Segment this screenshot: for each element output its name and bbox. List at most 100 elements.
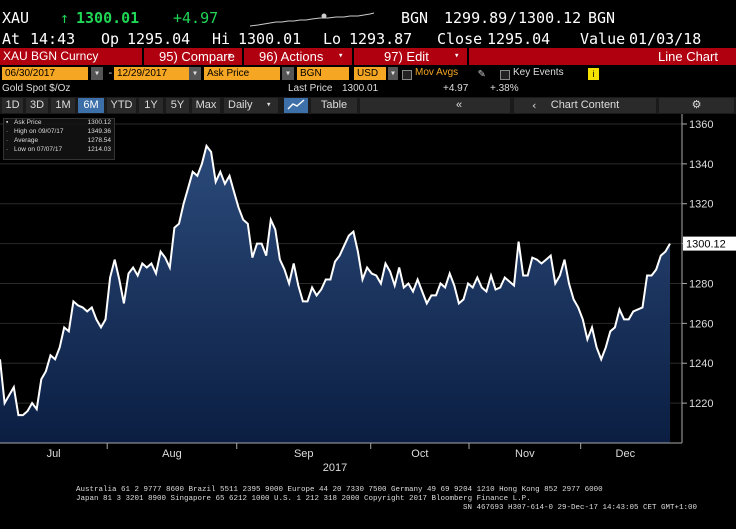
tab-max[interactable]: Max bbox=[192, 98, 220, 113]
chart-type-label[interactable]: Line Chart bbox=[658, 49, 718, 64]
close-label: Close bbox=[437, 30, 483, 48]
toolbar-divider bbox=[242, 48, 244, 65]
chart-legend: ▪ Ask Price 1300.12 · High on 09/07/17 1… bbox=[3, 118, 115, 160]
ticker-symbol: XAU bbox=[2, 9, 30, 27]
x-tick-label: Dec bbox=[616, 448, 636, 460]
at-time: 14:43 bbox=[30, 30, 76, 48]
legend-low-icon: · bbox=[6, 146, 9, 153]
tab-1y[interactable]: 1Y bbox=[139, 98, 163, 113]
toolbar-divider bbox=[352, 48, 354, 65]
chevron-down-icon[interactable]: ▾ bbox=[454, 51, 460, 61]
price-change: +4.97 bbox=[173, 9, 219, 27]
legend-high-icon: · bbox=[6, 128, 9, 135]
ask-source: BGN bbox=[588, 9, 616, 27]
x-tick-label: Oct bbox=[411, 448, 428, 460]
mov-avgs-label[interactable]: Mov Avgs bbox=[415, 67, 459, 78]
table-button[interactable]: Table bbox=[311, 98, 357, 113]
key-events-label[interactable]: Key Events bbox=[513, 67, 564, 78]
legend-average-value: 1278.54 bbox=[87, 137, 112, 144]
footer-contacts-line2: Japan 81 3 3201 8900 Singapore 65 6212 1… bbox=[76, 495, 531, 503]
line-chart-toggle[interactable] bbox=[284, 98, 308, 113]
tab-6m[interactable]: 6M bbox=[78, 98, 104, 113]
x-tick-label: Jul bbox=[47, 448, 61, 460]
legend-average-row: · Average 1278.54 bbox=[4, 137, 114, 146]
settings-button[interactable]: ⚙ bbox=[659, 98, 734, 113]
legend-low-row: · Low on 07/07/17 1214.03 bbox=[4, 146, 114, 155]
frequency-select[interactable]: Daily bbox=[224, 98, 278, 113]
last-value-tag bbox=[683, 236, 736, 251]
year-label: 2017 bbox=[323, 462, 347, 474]
last-price-value: 1300.01 bbox=[342, 83, 379, 94]
tab-3d[interactable]: 3D bbox=[26, 98, 48, 113]
source-field[interactable]: BGN bbox=[297, 67, 349, 80]
chevron-left-icon[interactable]: ‹ bbox=[531, 99, 538, 112]
price-line bbox=[0, 143, 671, 417]
x-tick-label: Sep bbox=[294, 448, 314, 460]
legend-ask-row: ▪ Ask Price 1300.12 bbox=[4, 119, 114, 128]
last-price: 1300.01 bbox=[76, 9, 140, 27]
legend-low-value: 1214.03 bbox=[87, 146, 112, 153]
tab-5y[interactable]: 5Y bbox=[166, 98, 189, 113]
legend-high-value: 1349.36 bbox=[87, 128, 112, 135]
collapse-button[interactable]: « bbox=[360, 98, 510, 113]
x-tick-label: Aug bbox=[162, 448, 182, 460]
price-area bbox=[0, 145, 670, 443]
value-label: Value bbox=[580, 30, 626, 48]
high-label: Hi bbox=[212, 30, 231, 48]
last-price-label: Last Price bbox=[288, 83, 333, 94]
infoline-change: +4.97 bbox=[443, 83, 469, 94]
line-chart-icon bbox=[287, 99, 305, 110]
field-select[interactable]: Ask Price bbox=[204, 67, 280, 80]
end-date-field[interactable]: 12/29/2017 bbox=[114, 67, 199, 80]
edit-button[interactable]: 97) Edit bbox=[384, 49, 429, 64]
mov-avgs-checkbox[interactable] bbox=[402, 70, 412, 80]
calendar-icon[interactable]: ▾ bbox=[91, 67, 103, 80]
double-chevron-left-icon: « bbox=[456, 99, 463, 111]
footer-session-info: SN 467693 H307-614-0 29-Dec-17 14:43:05 … bbox=[463, 504, 698, 512]
chevron-down-icon[interactable]: ▾ bbox=[266, 100, 272, 110]
compare-button[interactable]: 95) Compare bbox=[159, 49, 235, 64]
open-label: Op bbox=[101, 30, 120, 48]
at-label: At bbox=[2, 30, 21, 48]
last-value-label: 1300.12 bbox=[686, 239, 726, 251]
date-range-dash: - bbox=[107, 66, 114, 79]
key-events-checkbox[interactable] bbox=[500, 70, 510, 80]
currency-field[interactable]: USD bbox=[354, 67, 386, 80]
chart-content-button[interactable]: Chart Content bbox=[514, 98, 656, 113]
frequency-label: Daily bbox=[228, 99, 253, 111]
ask-price: 1300.12 bbox=[518, 9, 582, 27]
start-date-field[interactable]: 06/30/2017 bbox=[2, 67, 88, 80]
toolbar-divider bbox=[467, 48, 469, 65]
actions-button[interactable]: 96) Actions bbox=[259, 49, 324, 64]
up-arrow-icon: ↑ bbox=[60, 9, 70, 27]
chevron-down-icon[interactable]: ▾ bbox=[338, 51, 344, 61]
legend-ask-label: Ask Price bbox=[14, 119, 42, 126]
tab-1d[interactable]: 1D bbox=[2, 98, 23, 113]
chevron-down-icon[interactable]: ▾ bbox=[282, 67, 294, 80]
footer-contacts-line1: Australia 61 2 9777 8600 Brazil 5511 239… bbox=[76, 486, 603, 494]
open-value: 1295.04 bbox=[127, 30, 191, 48]
price-chart[interactable]: 122012401260128013001320134013601300.12 … bbox=[0, 114, 736, 480]
security-description: Gold Spot $/Oz bbox=[2, 83, 71, 94]
low-value: 1293.87 bbox=[349, 30, 413, 48]
infoline-pct-change: +.38% bbox=[490, 83, 519, 94]
calendar-icon[interactable]: ▾ bbox=[189, 67, 201, 80]
tab-1m[interactable]: 1M bbox=[51, 98, 75, 113]
tab-ytd[interactable]: YTD bbox=[107, 98, 136, 113]
chevron-down-icon[interactable]: ▾ bbox=[227, 51, 233, 61]
bid-source: BGN bbox=[401, 9, 429, 27]
high-value: 1300.01 bbox=[238, 30, 302, 48]
close-value: 1295.04 bbox=[487, 30, 551, 48]
chevron-down-icon[interactable]: ▾ bbox=[388, 67, 398, 80]
legend-average-label: Average bbox=[14, 137, 39, 144]
y-tick-label: 1320 bbox=[689, 199, 713, 211]
y-axis: 122012401260128013001320134013601300.12 bbox=[681, 114, 736, 443]
legend-high-row: · High on 09/07/17 1349.36 bbox=[4, 128, 114, 137]
security-name[interactable]: XAU BGN Curncy bbox=[3, 49, 99, 63]
quote-bar bbox=[0, 0, 736, 30]
footer bbox=[0, 480, 736, 529]
toolbar-divider bbox=[142, 48, 144, 65]
pencil-icon[interactable]: ✎ bbox=[478, 66, 486, 80]
legend-high-label: High on 09/07/17 bbox=[14, 128, 64, 135]
info-icon[interactable]: i bbox=[588, 68, 599, 80]
